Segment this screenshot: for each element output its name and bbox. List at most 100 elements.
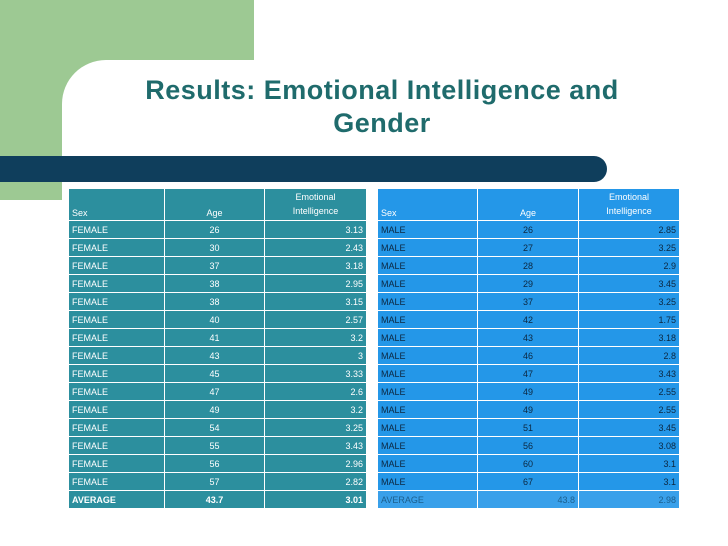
average-label: AVERAGE (377, 490, 478, 509)
cell-ei-score: 3.25 (578, 238, 680, 257)
cell-age: 27 (477, 238, 579, 257)
cell-age: 46 (477, 346, 579, 365)
table-row: MALE 26 2.85 (377, 220, 680, 239)
cell-sex: FEMALE (68, 436, 165, 455)
table-row: FEMALE 38 3.15 (68, 292, 367, 311)
cell-sex: FEMALE (68, 238, 165, 257)
table-row: MALE 43 3.18 (377, 328, 680, 347)
cell-age: 26 (477, 220, 579, 239)
average-age: 43.8 (477, 490, 579, 509)
cell-sex: MALE (377, 400, 478, 419)
table-row: FEMALE 41 3.2 (68, 328, 367, 347)
cell-ei-score: 3.45 (578, 418, 680, 437)
cell-sex: FEMALE (68, 400, 165, 419)
cell-age: 43 (477, 328, 579, 347)
cell-ei-score: 3.33 (264, 364, 367, 383)
table-row: FEMALE 47 2.6 (68, 382, 367, 401)
table-row: MALE 27 3.25 (377, 238, 680, 257)
cell-sex: MALE (377, 436, 478, 455)
table-row: FEMALE 57 2.82 (68, 472, 367, 491)
header-ei-line1: Emotional (608, 192, 650, 202)
cell-age: 49 (477, 382, 579, 401)
header-age: Age (164, 188, 265, 221)
table-header-row: Sex Age Emotional Intelligence (377, 188, 680, 221)
cell-age: 60 (477, 454, 579, 473)
table-row: MALE 46 2.8 (377, 346, 680, 365)
cell-ei-score: 2.57 (264, 310, 367, 329)
table-row: FEMALE 40 2.57 (68, 310, 367, 329)
table-row: MALE 51 3.45 (377, 418, 680, 437)
cell-age: 57 (164, 472, 265, 491)
cell-ei-score: 2.55 (578, 400, 680, 419)
cell-ei-score: 1.75 (578, 310, 680, 329)
cell-age: 43 (164, 346, 265, 365)
table-row: FEMALE 54 3.25 (68, 418, 367, 437)
table-row: MALE 37 3.25 (377, 292, 680, 311)
cell-age: 67 (477, 472, 579, 491)
table-row: MALE 29 3.45 (377, 274, 680, 293)
cell-sex: FEMALE (68, 328, 165, 347)
cell-ei-score: 3.2 (264, 328, 367, 347)
table-row: MALE 28 2.9 (377, 256, 680, 275)
cell-age: 42 (477, 310, 579, 329)
header-sex: Sex (68, 188, 165, 221)
table-row: MALE 56 3.08 (377, 436, 680, 455)
cell-ei-score: 3.25 (578, 292, 680, 311)
cell-ei-score: 3.15 (264, 292, 367, 311)
table-row: FEMALE 55 3.43 (68, 436, 367, 455)
cell-age: 37 (164, 256, 265, 275)
cell-ei-score: 3.25 (264, 418, 367, 437)
cell-sex: MALE (377, 310, 478, 329)
cell-ei-score: 3.45 (578, 274, 680, 293)
cell-sex: FEMALE (68, 256, 165, 275)
cell-ei-score: 3.1 (578, 454, 680, 473)
cell-age: 49 (164, 400, 265, 419)
cell-ei-score: 2.9 (578, 256, 680, 275)
male-results-table: Sex Age Emotional Intelligence MALE 26 2.85 MAL… (377, 188, 680, 509)
cell-sex: MALE (377, 238, 478, 257)
table-row: FEMALE 49 3.2 (68, 400, 367, 419)
cell-ei-score: 3.2 (264, 400, 367, 419)
average-row: AVERAGE 43.7 3.01 (68, 490, 367, 509)
cell-ei-score: 3.43 (578, 364, 680, 383)
cell-sex: MALE (377, 292, 478, 311)
cell-ei-score: 3.43 (264, 436, 367, 455)
cell-age: 28 (477, 256, 579, 275)
cell-ei-score: 2.85 (578, 220, 680, 239)
table-row: MALE 47 3.43 (377, 364, 680, 383)
cell-ei-score: 2.6 (264, 382, 367, 401)
cell-sex: FEMALE (68, 292, 165, 311)
table-row: FEMALE 43 3 (68, 346, 367, 365)
cell-sex: FEMALE (68, 346, 165, 365)
cell-sex: MALE (377, 364, 478, 383)
cell-ei-score: 3 (264, 346, 367, 365)
slide-title-line2: Gender (333, 108, 431, 138)
cell-sex: FEMALE (68, 364, 165, 383)
cell-age: 45 (164, 364, 265, 383)
table-row: MALE 42 1.75 (377, 310, 680, 329)
table-row: FEMALE 56 2.96 (68, 454, 367, 473)
cell-age: 47 (164, 382, 265, 401)
cell-age: 47 (477, 364, 579, 383)
cell-ei-score: 3.13 (264, 220, 367, 239)
header-sex: Sex (377, 188, 478, 221)
cell-age: 56 (477, 436, 579, 455)
female-results-table: Sex Age Emotional Intelligence FEMALE 26 3.13 F… (68, 188, 367, 509)
cell-age: 40 (164, 310, 265, 329)
table-row: FEMALE 37 3.18 (68, 256, 367, 275)
cell-sex: FEMALE (68, 382, 165, 401)
cell-ei-score: 3.18 (264, 256, 367, 275)
table-row: FEMALE 38 2.95 (68, 274, 367, 293)
cell-age: 49 (477, 400, 579, 419)
cell-sex: MALE (377, 256, 478, 275)
cell-sex: FEMALE (68, 274, 165, 293)
cell-ei-score: 2.95 (264, 274, 367, 293)
table-row: FEMALE 26 3.13 (68, 220, 367, 239)
cell-sex: MALE (377, 328, 478, 347)
cell-age: 26 (164, 220, 265, 239)
table-row: MALE 67 3.1 (377, 472, 680, 491)
cell-ei-score: 2.43 (264, 238, 367, 257)
table-row: FEMALE 45 3.33 (68, 364, 367, 383)
cell-ei-score: 2.96 (264, 454, 367, 473)
title-divider-bar (0, 156, 607, 182)
